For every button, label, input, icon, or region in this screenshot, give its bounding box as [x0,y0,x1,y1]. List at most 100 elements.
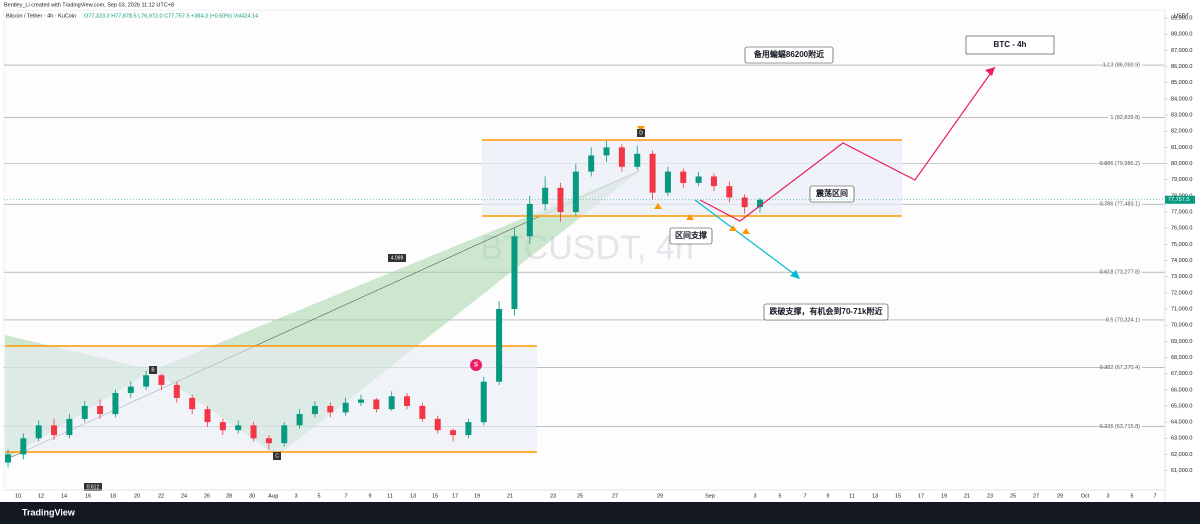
candle-body [603,147,610,156]
sell-label: S [474,363,478,369]
x-tick-label: 5 [1130,493,1133,499]
y-tick-label: 84,000.0 [1171,96,1192,102]
fib-label-bg [1108,363,1142,372]
note-box [763,303,889,321]
arrow-head [790,270,800,279]
fib-label-bg [1108,61,1142,70]
x-tick-label: 7 [344,493,347,499]
fib-label: 0.5 (70,324.1) [1106,317,1140,323]
x-tick-label: 17 [452,493,458,499]
x-tick-label: 27 [612,493,618,499]
note-box [744,46,834,64]
sell-marker [470,359,482,371]
x-tick-label: 19 [941,493,947,499]
x-tick-label: 5 [778,493,781,499]
fib-label-bg [1108,315,1142,324]
candle-body [634,153,641,167]
symbol: Bitcoin / Tether · 4h · KuCoin [6,13,76,19]
note: 震荡区间 [815,188,848,198]
fib-label: 1.13 (86,093.9) [1103,63,1140,69]
y-tick-label: 89,000.0 [1171,16,1192,22]
fib-label: 0.786 (77,483.1) [1100,202,1141,208]
y-tick-label: 72,000.0 [1171,290,1192,296]
x-tick-label: 25 [1010,493,1016,499]
candle-body [281,425,288,444]
candle-body [695,176,702,183]
y-tick-label: 73,000.0 [1171,274,1192,280]
y-tick-label: 76,000.0 [1171,226,1192,232]
x-tick-label: 29 [1057,493,1063,499]
candle-body [204,409,211,423]
y-tick-label: 61,000.0 [1171,468,1192,474]
x-tick-label: 23 [987,493,993,499]
x-tick-label: 30 [249,493,255,499]
note: 备用蝙蝠86200附近 [753,49,824,59]
candle-body [572,171,579,213]
candle-body [434,418,441,431]
y-tick-label: 85,000.0 [1171,80,1192,86]
x-tick-label: 7 [1153,493,1156,499]
x-tick-label: 12 [38,493,44,499]
label-bg [637,129,645,137]
x-tick-label: 23 [550,493,556,499]
x-tick-label: Sep [705,493,715,499]
candle-body [741,197,748,208]
y-tick-label: 63,000.0 [1171,436,1192,442]
x-tick-label: 17 [918,493,924,499]
x-tick-label: 15 [895,493,901,499]
fib-label-bg [1108,113,1142,122]
x-tick-label: 15 [432,493,438,499]
ratio-label: 0.612 [87,484,100,490]
note: 区间支撑 [675,230,707,240]
candle-body [173,384,180,398]
label-bg [84,483,102,491]
x-tick-label: 20 [134,493,140,499]
candle-body [542,187,549,204]
x-tick-label: Aug [268,493,278,499]
candle-body [235,425,242,431]
x-tick-label: 25 [577,493,583,499]
candle-body [311,405,318,415]
x-tick-label: 3 [294,493,297,499]
candle-body [219,422,226,431]
label-bg [388,254,406,262]
y-tick-label: 68,000.0 [1171,355,1192,361]
candles [5,140,763,468]
point-label: C [275,453,279,459]
fib-label: 0.618 (73,277.8) [1100,270,1141,276]
note: BTC - 4h [994,40,1027,49]
y-tick-label: 71,000.0 [1171,306,1192,312]
candle-body [112,393,119,415]
footer [0,502,1200,524]
candle-body [81,405,88,419]
x-tick-label: 18 [110,493,116,499]
y-tick-label: 74,000.0 [1171,258,1192,264]
fib-label: 0.886 (79,986.2) [1100,161,1141,167]
x-tick-label: 26 [204,493,210,499]
last-price-tag [1165,195,1195,204]
candle-body [618,147,625,167]
x-tick-label: 19 [474,493,480,499]
x-tick-label: 14 [61,493,67,499]
candle-body [97,405,104,415]
point-label: B [151,367,155,373]
ratio-label: 4.099 [391,255,404,261]
y-tick-label: 67,000.0 [1171,371,1192,377]
range-box-high [482,140,902,216]
candle-body [5,454,11,463]
candle-body [388,396,395,410]
x-tick-label: 11 [387,493,393,499]
last-price-label: 77,757.5 [1168,197,1189,203]
note: 跌破支撑，有机会到70-71k附近 [770,306,883,316]
y-tick-label: 69,000.0 [1171,339,1192,345]
y-tick-label: 81,000.0 [1171,145,1192,151]
candle-body [158,375,165,385]
x-tick-label: 16 [85,493,91,499]
x-tick-label: 13 [410,493,416,499]
candle-body [710,176,717,187]
candle-body [680,171,687,183]
y-tick-label: 75,000.0 [1171,242,1192,248]
x-tick-label: 3 [1106,493,1109,499]
candle-body [726,186,733,198]
